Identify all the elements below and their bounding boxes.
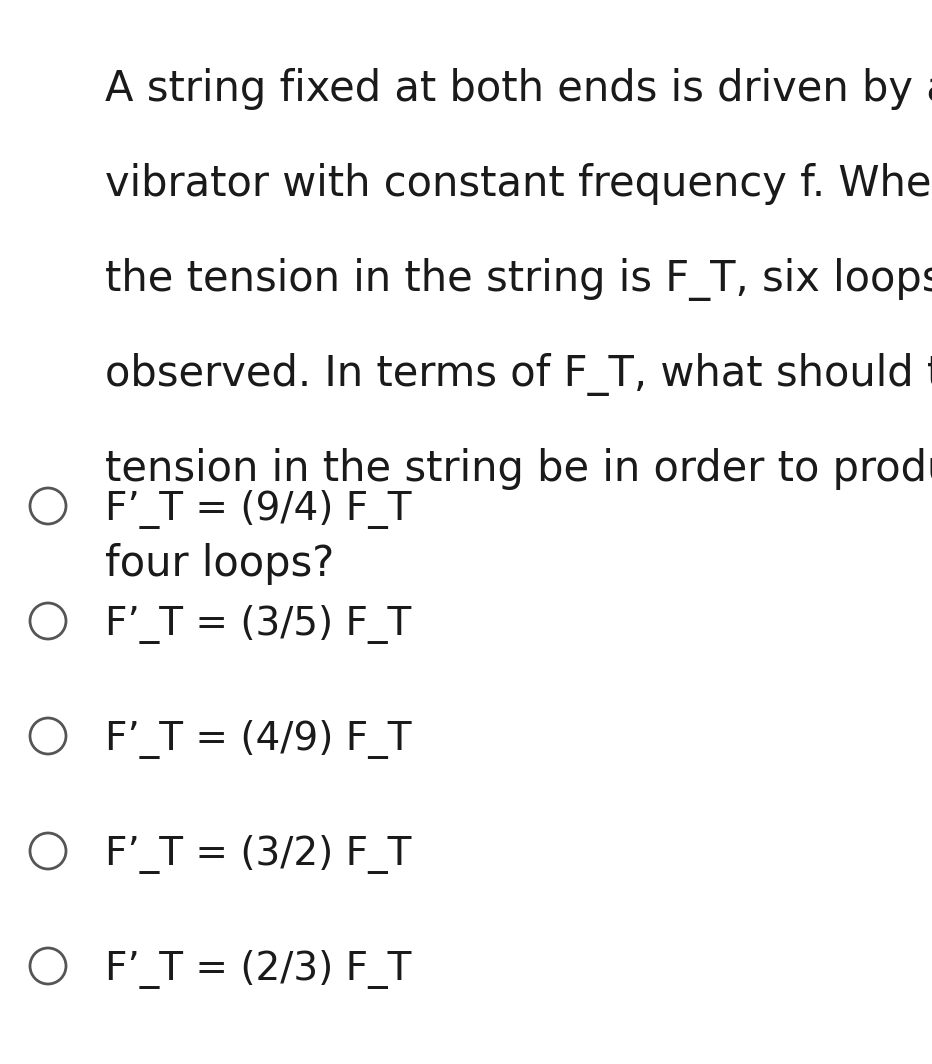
Text: F’_T = (3/5) F_T: F’_T = (3/5) F_T bbox=[105, 605, 411, 644]
Text: F’_T = (9/4) F_T: F’_T = (9/4) F_T bbox=[105, 491, 412, 529]
Text: the tension in the string is F_T, six loops are: the tension in the string is F_T, six lo… bbox=[105, 257, 932, 301]
Text: F’_T = (2/3) F_T: F’_T = (2/3) F_T bbox=[105, 950, 411, 990]
Text: F’_T = (3/2) F_T: F’_T = (3/2) F_T bbox=[105, 835, 411, 874]
Text: four loops?: four loops? bbox=[105, 543, 335, 585]
Text: F’_T = (4/9) F_T: F’_T = (4/9) F_T bbox=[105, 720, 412, 759]
Text: observed. In terms of F_T, what should the: observed. In terms of F_T, what should t… bbox=[105, 353, 932, 396]
Text: vibrator with constant frequency f. When: vibrator with constant frequency f. When bbox=[105, 163, 932, 205]
Text: A string fixed at both ends is driven by a: A string fixed at both ends is driven by… bbox=[105, 68, 932, 110]
Text: tension in the string be in order to produce: tension in the string be in order to pro… bbox=[105, 448, 932, 491]
